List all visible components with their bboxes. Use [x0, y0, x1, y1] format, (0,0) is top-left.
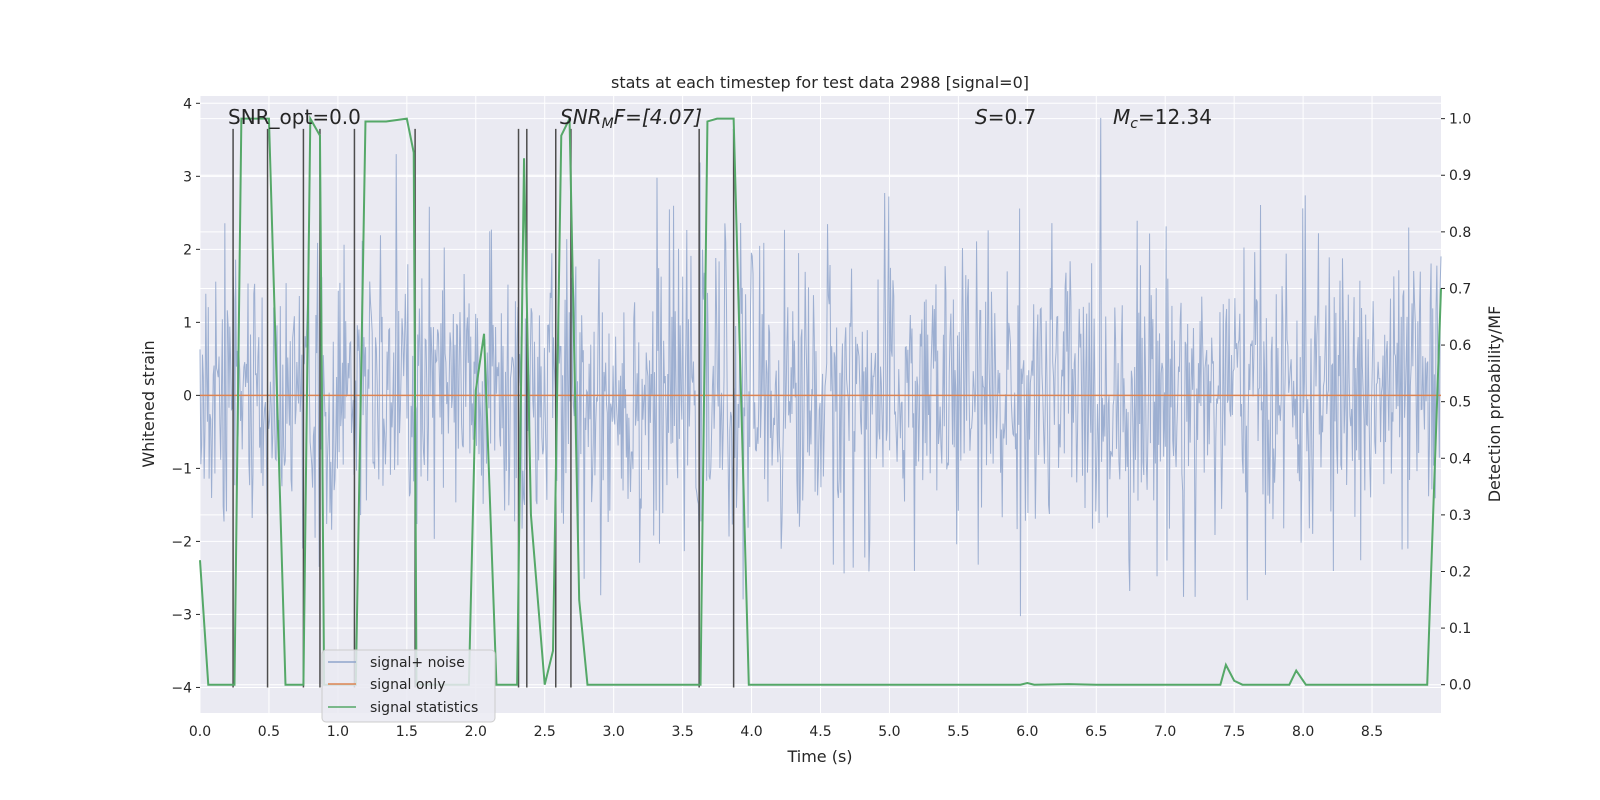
- y-tick-label: 4: [183, 96, 192, 112]
- mc-annotation: Mc=12.34: [1113, 105, 1212, 132]
- y-tick-label: 3: [183, 169, 192, 185]
- y2-tick-label: 0.3: [1449, 508, 1471, 524]
- y-tick-label: 2: [183, 242, 192, 258]
- plot-content: [199, 114, 1442, 688]
- snr-mf-subscript: M: [602, 116, 614, 132]
- x-tick-label: 1.5: [396, 724, 418, 740]
- y2-tick-label: 0.4: [1449, 451, 1471, 467]
- mc-value: =12.34: [1138, 105, 1212, 129]
- x-tick-label: 2.0: [465, 724, 487, 740]
- y-tick-label: 0: [183, 388, 192, 404]
- x-axis: 0.0 0.5 1.0 1.5 2.0 2.5 3.0 3.5 4.0 4.5 5.0 5.5 6.0 6…: [189, 724, 1383, 740]
- chart-title: stats at each timestep for test data 298…: [611, 73, 1029, 92]
- y-axis-label: Whitened strain: [139, 340, 158, 467]
- y-tick-label: 1: [183, 315, 192, 331]
- x-tick-label: 0.0: [189, 724, 211, 740]
- mc-subscript: c: [1130, 116, 1138, 132]
- x-tick-label: 0.5: [258, 724, 280, 740]
- x-tick-label: 3.0: [603, 724, 625, 740]
- y2-tick-label: 0.1: [1449, 621, 1471, 637]
- x-tick-label: 7.0: [1154, 724, 1176, 740]
- y2-tick-label: 0.7: [1449, 281, 1471, 297]
- y2-tick-label: 0.8: [1449, 225, 1471, 241]
- y2-tick-label: 0.0: [1449, 678, 1471, 694]
- x-tick-label: 4.0: [740, 724, 762, 740]
- series-signal-statistics: [199, 114, 1442, 686]
- y-axis-left: −4 −3 −2 −1 0 1 2 3 4: [171, 96, 200, 696]
- x-tick-label: 6.0: [1016, 724, 1038, 740]
- x-tick-label: 5.0: [878, 724, 900, 740]
- x-tick-label: 8.0: [1292, 724, 1314, 740]
- legend-label-signal-only: signal only: [370, 677, 445, 693]
- y-tick-label: −4: [171, 680, 192, 696]
- x-tick-label: 4.5: [809, 724, 831, 740]
- annotations: SNR_opt=0.0 SNRMF=[4.07] S=0.7 Mc=12.34: [228, 105, 1212, 132]
- y-axis-right: 0.0 0.1 0.2 0.3 0.4 0.5 0.6 0.7 0.8 0.9 1.0: [1441, 112, 1471, 694]
- x-axis-label: Time (s): [786, 747, 852, 766]
- y2-axis-label: Detection probability/MF: [1485, 306, 1504, 503]
- snr-mf-value: F=[4.07]: [614, 105, 702, 129]
- legend-label-signal-statistics: signal statistics: [370, 700, 478, 716]
- y-tick-label: −3: [171, 607, 192, 623]
- y2-tick-label: 0.5: [1449, 395, 1471, 411]
- y2-tick-label: 1.0: [1449, 112, 1471, 128]
- y2-tick-label: 0.6: [1449, 338, 1471, 354]
- y-tick-label: −1: [171, 461, 192, 477]
- y-tick-label: −2: [171, 534, 192, 550]
- mc-symbol: M: [1113, 105, 1130, 129]
- x-tick-label: 3.5: [671, 724, 693, 740]
- snr-mf-symbol: SNR: [560, 105, 602, 129]
- s-value: =0.7: [988, 105, 1037, 129]
- legend-label-signal-noise: signal+ noise: [370, 655, 465, 671]
- snr-mf-annotation: SNRMF=[4.07]: [560, 105, 702, 132]
- snr-opt-annotation: SNR_opt=0.0: [228, 105, 361, 129]
- x-tick-label: 5.5: [947, 724, 969, 740]
- legend-box: [321, 649, 496, 723]
- series-signal-noise: [199, 117, 1442, 617]
- s-symbol: S: [975, 105, 988, 129]
- x-tick-label: 1.0: [327, 724, 349, 740]
- x-tick-label: 7.5: [1223, 724, 1245, 740]
- x-tick-label: 8.5: [1361, 724, 1383, 740]
- y2-tick-label: 0.9: [1449, 168, 1471, 184]
- legend: signal+ noise signal only signal statist…: [321, 649, 496, 723]
- y2-tick-label: 0.2: [1449, 564, 1471, 580]
- s-annotation: S=0.7: [975, 105, 1036, 129]
- x-tick-label: 6.5: [1085, 724, 1107, 740]
- x-tick-label: 2.5: [534, 724, 556, 740]
